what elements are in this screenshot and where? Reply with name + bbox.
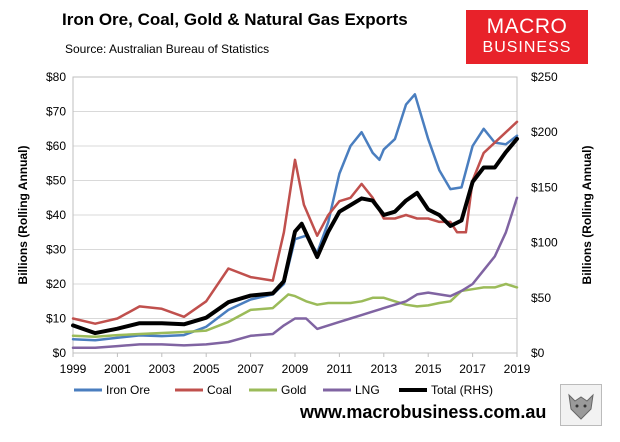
- y-tick-label-right: $0: [531, 346, 545, 360]
- logo-line-1: MACRO: [486, 15, 568, 38]
- y-tick-label-right: $250: [531, 70, 558, 84]
- y-tick-label-left: $10: [46, 312, 66, 326]
- legend-label: Gold: [281, 383, 306, 397]
- wolf-logo-icon: [560, 384, 602, 426]
- x-tick-label: 2013: [370, 362, 397, 376]
- y-tick-label-right: $100: [531, 236, 558, 250]
- y-tick-label-left: $80: [46, 70, 66, 84]
- x-tick-label: 2007: [237, 362, 264, 376]
- y-axis-left-label: Billions (Rolling Annual): [16, 146, 30, 285]
- x-tick-label: 2011: [326, 362, 352, 376]
- gridlines: [72, 76, 518, 357]
- x-tick-label: 2019: [504, 362, 531, 376]
- website-url: www.macrobusiness.com.au: [300, 402, 547, 422]
- x-tick-label: 2005: [193, 362, 220, 376]
- y-tick-label-left: $0: [53, 346, 67, 360]
- series-line-gold: [71, 282, 519, 339]
- series-line-total-rhs: [71, 136, 519, 336]
- tick-labels: $0 $10 $20 $30 $40 $50 $60 $70 $80 $0 $50 $100 $150 $…: [46, 70, 558, 376]
- logo-line-2: BUSINESS: [482, 39, 572, 56]
- y-tick-label-right: $150: [531, 180, 558, 194]
- series-line-lng: [71, 196, 519, 350]
- y-tick-label-right: $50: [531, 291, 551, 305]
- x-tick-label: 2003: [148, 362, 175, 376]
- legend-label: LNG: [355, 383, 380, 397]
- y-tick-label-left: $30: [46, 243, 66, 257]
- macrobusiness-logo: MACRO BUSINESS: [466, 10, 588, 64]
- y-tick-label-left: $70: [46, 105, 66, 119]
- x-tick-label: 2001: [104, 362, 131, 376]
- y-tick-label-right: $200: [531, 125, 558, 139]
- chart-source: Source: Australian Bureau of Statistics: [65, 42, 270, 56]
- legend-label: Iron Ore: [106, 383, 150, 397]
- x-tick-label: 2017: [459, 362, 486, 376]
- y-tick-label-left: $20: [46, 277, 66, 291]
- x-tick-label: 2009: [282, 362, 309, 376]
- series-line-coal: [71, 120, 519, 325]
- plot-area-frame: [72, 76, 518, 354]
- series-line-iron-ore: [71, 93, 519, 342]
- legend-label: Total (RHS): [431, 383, 493, 397]
- series-lines: [71, 93, 519, 350]
- chart-title: Iron Ore, Coal, Gold & Natural Gas Expor…: [62, 10, 408, 29]
- x-tick-label: 1999: [60, 362, 87, 376]
- y-axis-right-label: Billions (Rolling Annual): [580, 146, 594, 285]
- y-tick-label-left: $60: [46, 139, 66, 153]
- legend-label: Coal: [207, 383, 232, 397]
- y-tick-label-left: $40: [46, 208, 66, 222]
- y-tick-label-left: $50: [46, 174, 66, 188]
- legend: Iron Ore Coal Gold LNG Total (RHS): [74, 383, 493, 397]
- x-tick-label: 2015: [415, 362, 442, 376]
